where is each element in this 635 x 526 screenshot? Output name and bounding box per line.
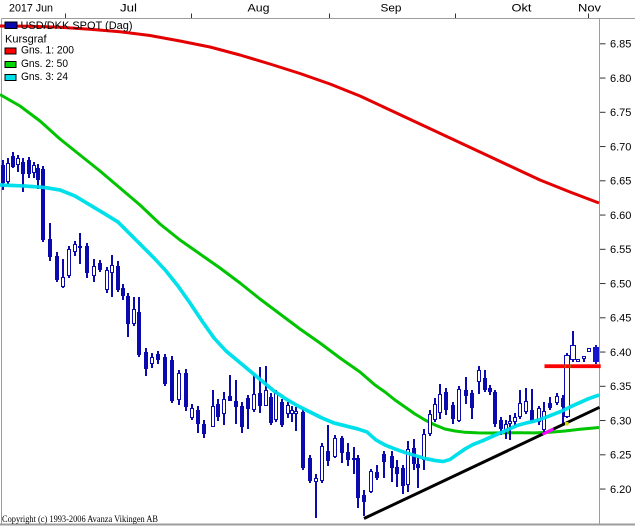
- svg-text:6.65: 6.65: [610, 176, 631, 188]
- svg-text:6.35: 6.35: [610, 381, 631, 393]
- svg-text:Gns. 2: 50: Gns. 2: 50: [21, 58, 68, 70]
- svg-text:6.60: 6.60: [610, 210, 631, 222]
- svg-text:6.50: 6.50: [610, 278, 631, 290]
- svg-text:6.75: 6.75: [610, 107, 631, 119]
- svg-text:Sep: Sep: [381, 3, 402, 15]
- svg-text:6.20: 6.20: [610, 484, 631, 496]
- svg-text:Aug: Aug: [248, 3, 270, 15]
- svg-text:6.40: 6.40: [610, 347, 631, 359]
- svg-text:Gns. 1: 200: Gns. 1: 200: [21, 45, 74, 57]
- svg-text:6.70: 6.70: [610, 141, 631, 153]
- svg-text:Okt: Okt: [512, 3, 532, 15]
- svg-text:6.80: 6.80: [610, 73, 631, 85]
- svg-text:Kursgraf: Kursgraf: [5, 34, 48, 46]
- svg-text:Jul: Jul: [120, 3, 137, 15]
- svg-text:6.45: 6.45: [610, 313, 631, 325]
- svg-text:6.25: 6.25: [610, 450, 631, 462]
- svg-text:6.30: 6.30: [610, 415, 631, 427]
- svg-text:USD/DKK SPOT (Dag): USD/DKK SPOT (Dag): [21, 20, 133, 32]
- svg-text:2017 Jun: 2017 Jun: [9, 3, 53, 15]
- svg-text:6.55: 6.55: [610, 244, 631, 256]
- svg-text:Gns. 3: 24: Gns. 3: 24: [21, 71, 68, 83]
- svg-text:Copyright (c) 1993-2006 Avanza: Copyright (c) 1993-2006 Avanza Vikingen …: [2, 514, 158, 524]
- svg-text:Nov: Nov: [578, 3, 602, 15]
- svg-text:6.85: 6.85: [610, 39, 631, 51]
